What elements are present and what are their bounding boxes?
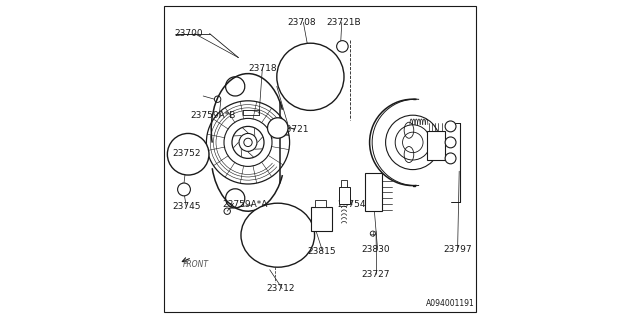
Text: 23727: 23727 <box>362 270 390 279</box>
Circle shape <box>445 153 456 164</box>
Bar <box>313 216 321 229</box>
Circle shape <box>445 137 456 148</box>
Text: 23708: 23708 <box>287 18 316 27</box>
Bar <box>339 187 351 204</box>
Text: 23830: 23830 <box>362 245 390 254</box>
Bar <box>311 207 332 231</box>
Text: 23721B: 23721B <box>326 18 361 27</box>
Text: 23718: 23718 <box>248 64 276 73</box>
Ellipse shape <box>241 203 315 267</box>
Circle shape <box>178 183 191 196</box>
Circle shape <box>268 118 288 138</box>
Text: 23797: 23797 <box>443 245 472 254</box>
Circle shape <box>276 43 344 110</box>
Bar <box>428 131 445 160</box>
Circle shape <box>168 133 209 175</box>
Text: 23752: 23752 <box>173 149 202 158</box>
Text: FRONT: FRONT <box>183 260 209 269</box>
Text: 23759A*B: 23759A*B <box>191 111 236 120</box>
Text: 23721: 23721 <box>280 125 308 134</box>
Text: 23745: 23745 <box>173 202 202 211</box>
Circle shape <box>445 121 456 132</box>
Bar <box>365 173 383 211</box>
Bar <box>315 200 326 207</box>
Bar <box>322 216 330 229</box>
Bar <box>340 180 347 187</box>
Text: 23712: 23712 <box>267 284 295 293</box>
Text: A094001191: A094001191 <box>426 299 475 308</box>
Text: 23759A*A: 23759A*A <box>223 200 268 209</box>
Text: 23815: 23815 <box>307 247 336 256</box>
Text: 23754: 23754 <box>338 200 366 209</box>
Text: 23700: 23700 <box>174 29 203 38</box>
Circle shape <box>337 41 348 52</box>
